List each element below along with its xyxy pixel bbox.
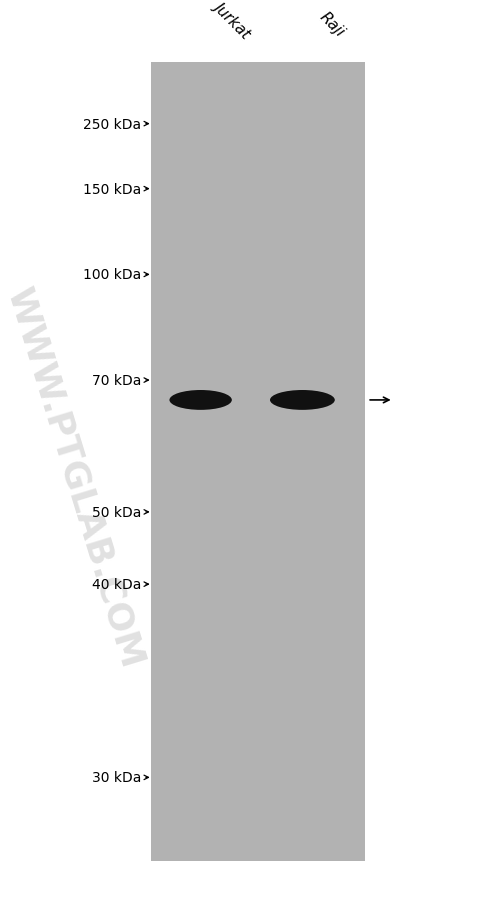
Text: Raji: Raji [317,10,348,41]
Text: 250 kDa: 250 kDa [84,117,142,132]
Text: 50 kDa: 50 kDa [92,505,142,520]
Text: 70 kDa: 70 kDa [92,373,142,388]
Text: WWW.PTGLAB.COM: WWW.PTGLAB.COM [0,284,149,672]
Text: 100 kDa: 100 kDa [84,268,142,282]
Text: 30 kDa: 30 kDa [92,770,142,785]
Text: 150 kDa: 150 kDa [84,182,142,197]
Text: 40 kDa: 40 kDa [92,577,142,592]
Text: Jurkat: Jurkat [211,0,253,41]
FancyBboxPatch shape [151,63,365,861]
Ellipse shape [270,391,335,410]
Ellipse shape [169,391,232,410]
